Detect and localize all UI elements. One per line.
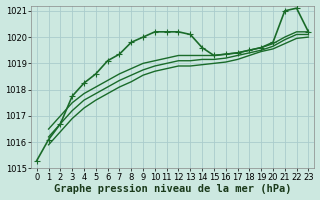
X-axis label: Graphe pression niveau de la mer (hPa): Graphe pression niveau de la mer (hPa)	[54, 184, 291, 194]
